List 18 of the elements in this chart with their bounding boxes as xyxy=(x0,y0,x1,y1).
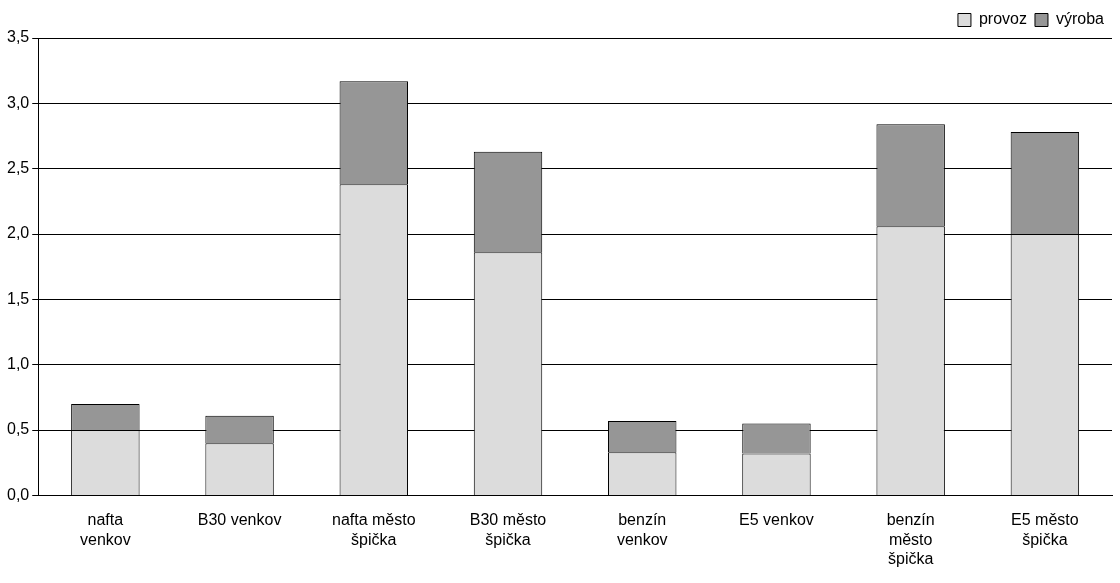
y-tick-label: 2,0 xyxy=(6,224,30,242)
y-tick-label: 1,0 xyxy=(6,355,30,373)
legend-label: provoz xyxy=(978,10,1027,28)
x-tick-label: E5 venkov xyxy=(739,511,814,529)
y-tick-label: 3,5 xyxy=(6,28,30,46)
x-tick-label: benzín město špička xyxy=(886,511,935,567)
x-tick-label: B30 město špička xyxy=(469,511,547,548)
y-tick-label: 2,5 xyxy=(6,159,30,177)
x-tick-label: nafta venkov xyxy=(80,511,131,548)
x-tick-label: E5 město špička xyxy=(1011,511,1079,548)
legend-label: výroba xyxy=(1055,10,1105,28)
y-tick-label: 0,0 xyxy=(6,485,30,503)
x-tick-label: benzín venkov xyxy=(616,511,668,548)
x-tick-label: B30 venkov xyxy=(197,511,282,529)
x-tick-label: nafta město špička xyxy=(331,511,416,548)
y-tick-label: 1,5 xyxy=(6,289,30,307)
y-tick-label: 3,0 xyxy=(6,93,30,111)
y-tick-label: 0,5 xyxy=(6,420,30,438)
